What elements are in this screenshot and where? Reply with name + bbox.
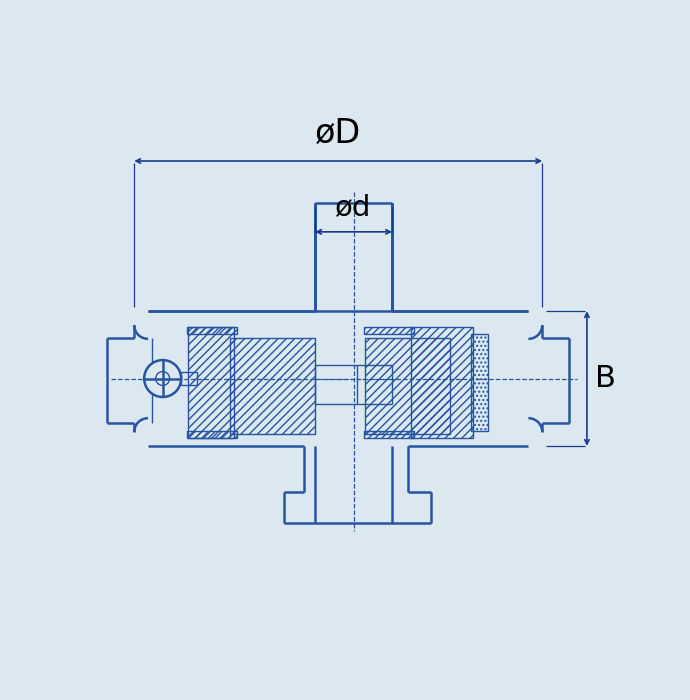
Text: ød: ød (335, 193, 372, 221)
Circle shape (144, 360, 181, 397)
Bar (365, 338, 450, 434)
Bar (230, 338, 315, 434)
Bar (315, 203, 392, 446)
Bar (230, 338, 315, 434)
Bar (186, 326, 237, 335)
Bar (365, 338, 450, 434)
Bar (186, 430, 237, 438)
Bar (364, 430, 414, 438)
Bar (364, 326, 414, 335)
Bar (411, 326, 473, 438)
Bar (188, 326, 235, 438)
Text: B: B (595, 364, 615, 393)
Bar (471, 335, 489, 430)
Bar (471, 335, 489, 430)
Bar (364, 326, 414, 335)
Bar (411, 326, 473, 438)
Bar (186, 430, 237, 438)
Bar (181, 372, 197, 385)
Text: øD: øD (315, 117, 362, 150)
Bar (364, 430, 414, 438)
Bar (186, 326, 237, 335)
Bar (188, 326, 235, 438)
